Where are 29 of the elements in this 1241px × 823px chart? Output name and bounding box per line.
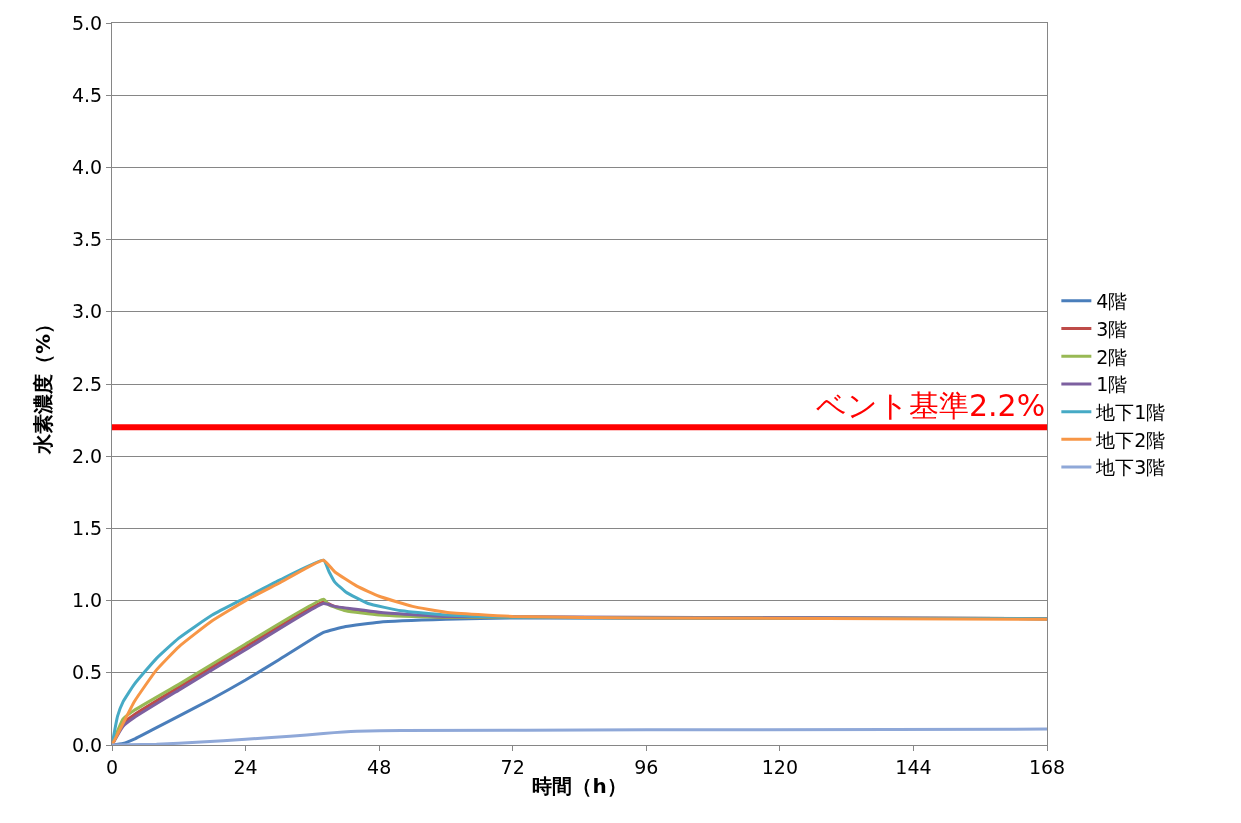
legend-label: 地下2階 (1095, 428, 1166, 451)
y-tick-label: 1.5 (71, 517, 103, 540)
legend-label: 地下3階 (1095, 456, 1166, 479)
y-tick-label: 4.5 (71, 83, 103, 106)
legend-label: 4階 (1096, 290, 1128, 313)
y-tick-label: 0.5 (71, 661, 103, 684)
x-tick-label: 96 (634, 755, 659, 778)
y-tick-label: 5.0 (71, 11, 103, 34)
legend-label: 3階 (1096, 317, 1128, 340)
y-axis-title: 水素濃度（%） (31, 313, 56, 456)
x-tick-label: 0 (105, 755, 119, 778)
x-tick-label: 120 (761, 755, 798, 778)
x-tick-label: 24 (233, 755, 258, 778)
x-tick-label: 72 (500, 755, 525, 778)
y-tick-label: 2.5 (71, 372, 103, 395)
y-tick-label: 3.0 (71, 300, 103, 323)
y-tick-label: 3.5 (71, 228, 103, 251)
legend-label: 2階 (1096, 345, 1128, 368)
x-axis-title: 時間（h） (532, 774, 627, 799)
legend-label: 1階 (1096, 373, 1128, 396)
x-tick-label: 144 (895, 755, 932, 778)
y-tick-label: 0.0 (71, 733, 103, 756)
ref-line-label: ベント基準2.2% (816, 388, 1046, 423)
x-tick-label: 48 (367, 755, 392, 778)
y-tick-label: 4.0 (71, 156, 103, 179)
legend-label: 地下1階 (1095, 401, 1166, 424)
y-tick-label: 1.0 (71, 589, 103, 612)
x-tick-label: 168 (1028, 755, 1066, 778)
y-tick-label: 2.0 (71, 444, 103, 467)
